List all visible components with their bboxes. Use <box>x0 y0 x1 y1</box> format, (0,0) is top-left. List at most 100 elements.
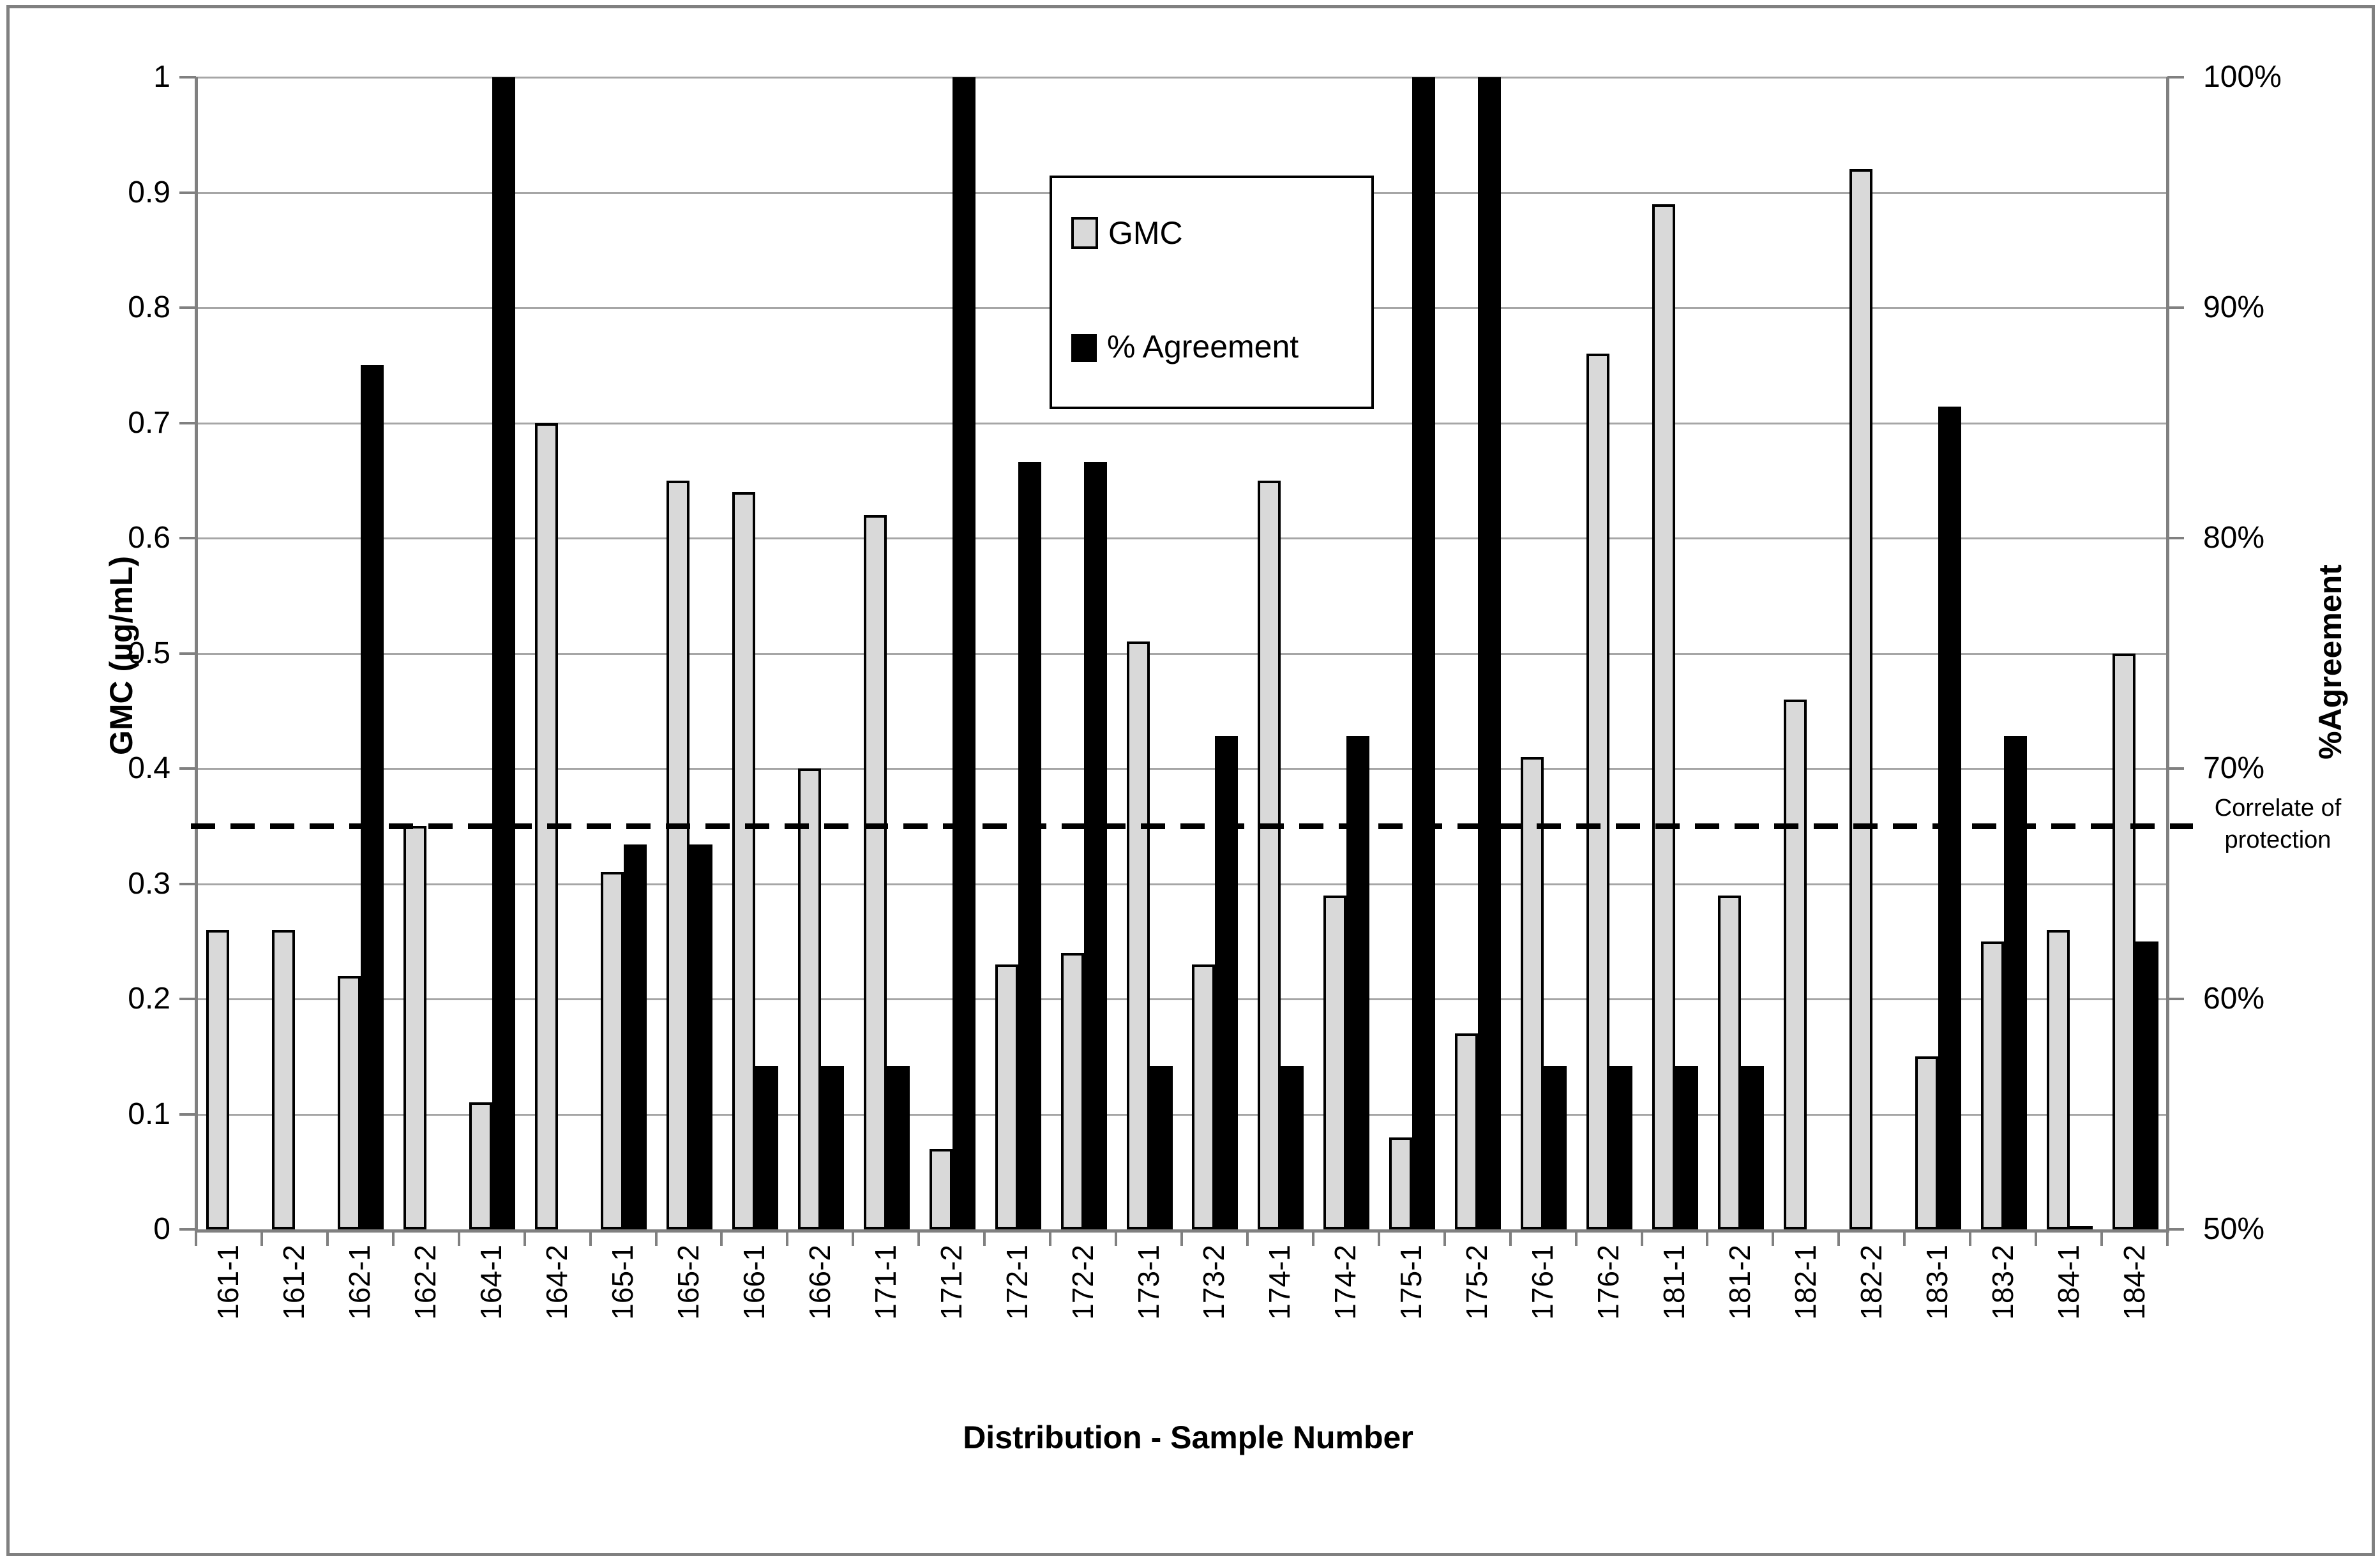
bar-gmc <box>1849 169 1872 1229</box>
y-axis-tick <box>179 882 196 885</box>
gmc-swatch-icon <box>1071 217 1098 249</box>
y-axis-tick-label: 1 <box>153 60 170 94</box>
x-axis-tick <box>983 1229 986 1246</box>
x-axis-tick <box>1574 1229 1578 1246</box>
x-axis-tick-label: 166-1 <box>737 1245 771 1320</box>
bar-gmc <box>1192 964 1216 1229</box>
bar-agreement <box>689 844 712 1229</box>
gridline <box>196 768 2167 770</box>
bar-gmc <box>272 929 296 1229</box>
gridline <box>196 652 2167 655</box>
y-axis-tick-label: 0.1 <box>128 1097 170 1131</box>
bar-gmc <box>929 1148 953 1229</box>
correlate-of-protection-label: Correlate of protection <box>2214 795 2342 853</box>
legend-item-gmc: GMC <box>1071 215 1183 251</box>
y-axis-tick-label: 0.6 <box>128 521 170 555</box>
x-axis-tick <box>720 1229 723 1246</box>
bar-agreement <box>1675 1065 1698 1229</box>
agreement-swatch-icon <box>1071 334 1097 362</box>
x-axis-tick-label: 161-1 <box>211 1245 245 1320</box>
x-axis-tick-label: 182-1 <box>1788 1245 1822 1320</box>
bar-gmc <box>2046 929 2070 1229</box>
x-axis-tick <box>852 1229 855 1246</box>
y-axis-tick <box>179 537 196 539</box>
bar-agreement <box>1938 407 1961 1229</box>
gridline <box>196 883 2167 885</box>
bar-agreement <box>820 1065 844 1229</box>
right-axis-tick-label: 70% <box>2203 751 2265 785</box>
bar-gmc <box>1126 641 1150 1229</box>
x-axis-tick-label: 176-1 <box>1526 1245 1560 1320</box>
x-axis-tick <box>2035 1229 2038 1246</box>
x-axis-tick-label: 174-2 <box>1329 1245 1362 1320</box>
y-axis-tick-label: 0.4 <box>128 751 170 785</box>
x-axis-title: Distribution - Sample Number <box>963 1420 1413 1455</box>
x-axis-tick-label: 172-2 <box>1066 1245 1099 1320</box>
x-axis-tick-label: 173-1 <box>1131 1245 1165 1320</box>
x-axis-tick <box>326 1229 329 1246</box>
x-axis-tick <box>1049 1229 1052 1246</box>
x-axis-tick-label: 176-2 <box>1592 1245 1625 1320</box>
bar-agreement <box>1018 461 1041 1229</box>
y-axis-tick-label: 0.7 <box>128 405 170 440</box>
x-axis-tick-label: 183-2 <box>1985 1245 2019 1320</box>
bar-agreement <box>1083 461 1107 1229</box>
bar-gmc <box>403 826 427 1229</box>
bar-gmc <box>1586 354 1610 1229</box>
right-axis-tick <box>2167 998 2184 1000</box>
right-axis-tick <box>2167 767 2184 770</box>
bar-agreement <box>2069 1226 2093 1229</box>
x-axis-tick <box>1180 1229 1183 1246</box>
x-axis-tick <box>195 1229 197 1246</box>
x-axis-tick <box>1311 1229 1314 1246</box>
x-axis-tick <box>1640 1229 1643 1246</box>
x-axis-tick <box>523 1229 526 1246</box>
y-axis-tick <box>179 1228 196 1231</box>
bar-gmc <box>667 480 689 1229</box>
bar-agreement <box>1478 77 1502 1229</box>
bar-gmc <box>1652 204 1675 1229</box>
bar-gmc <box>863 514 887 1229</box>
legend-label-gmc: GMC <box>1108 215 1183 251</box>
bar-agreement <box>624 844 647 1229</box>
x-axis-tick <box>654 1229 658 1246</box>
legend-label-agreement: % Agreement <box>1107 329 1299 364</box>
x-axis-tick <box>457 1229 460 1246</box>
x-axis-tick <box>589 1229 592 1246</box>
bar-gmc <box>1060 952 1084 1229</box>
right-axis-tick <box>2167 76 2184 79</box>
x-axis-tick <box>786 1229 789 1246</box>
x-axis-tick <box>1509 1229 1512 1246</box>
legend-item-agreement: % Agreement <box>1071 329 1299 364</box>
bar-agreement <box>2003 736 2027 1229</box>
chart-figure: GMC % Agreement GMC (µg/mL) %Agreement D… <box>6 5 2375 1556</box>
bar-gmc <box>1915 1056 1938 1229</box>
bar-gmc <box>1783 699 1807 1229</box>
bar-gmc <box>2112 653 2135 1229</box>
y-axis-tick <box>179 998 196 1000</box>
x-axis-tick <box>1443 1229 1446 1246</box>
y-axis-tick <box>179 767 196 770</box>
bar-agreement <box>1281 1065 1304 1229</box>
bar-gmc <box>1980 941 2004 1229</box>
bar-gmc <box>1323 895 1347 1229</box>
x-axis-tick-label: 181-2 <box>1722 1245 1756 1320</box>
right-axis-tick-label: 50% <box>2203 1212 2265 1246</box>
x-axis-tick-label: 162-1 <box>343 1245 377 1320</box>
y-axis-tick <box>179 1113 196 1116</box>
right-axis-title: %Agreement <box>2312 564 2348 760</box>
correlate-reference-line <box>191 823 2193 830</box>
y-axis-line <box>195 77 198 1233</box>
bar-gmc <box>1389 1137 1413 1229</box>
bar-agreement <box>361 365 384 1229</box>
y-axis-tick <box>179 421 196 424</box>
bar-gmc <box>601 872 624 1229</box>
x-axis-tick-label: 165-1 <box>606 1245 640 1320</box>
right-axis-tick-label: 80% <box>2203 521 2265 555</box>
gridline <box>196 537 2167 539</box>
x-axis-tick <box>1903 1229 1906 1246</box>
x-axis-tick-label: 181-1 <box>1657 1245 1691 1320</box>
x-axis-tick-label: 172-1 <box>1000 1245 1034 1320</box>
gridline <box>196 998 2167 1000</box>
x-axis-tick <box>1837 1229 1841 1246</box>
